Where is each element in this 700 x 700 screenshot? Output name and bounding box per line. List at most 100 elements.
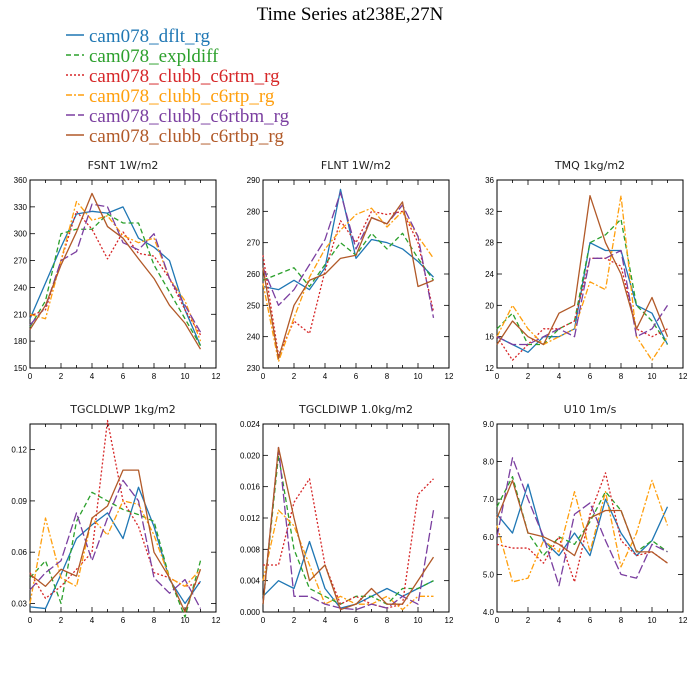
panel-title: FSNT 1W/m2 xyxy=(88,159,159,172)
panel-title: TMQ 1kg/m2 xyxy=(554,159,625,172)
y-tick-label: 32 xyxy=(485,207,494,216)
series-line xyxy=(29,192,202,350)
legend-label: cam078_dflt_rg xyxy=(89,26,211,47)
series-line xyxy=(262,454,434,605)
y-tick-label: 0.004 xyxy=(240,577,261,586)
series-line xyxy=(29,491,202,618)
series-line xyxy=(496,257,668,361)
x-tick-label: 0 xyxy=(495,372,500,381)
series-line xyxy=(29,500,201,604)
y-tick-label: 6.0 xyxy=(483,533,495,542)
x-tick-label: 2 xyxy=(59,372,64,381)
x-tick-label: 2 xyxy=(292,616,297,625)
x-tick-label: 4 xyxy=(557,372,562,381)
series-line xyxy=(29,206,202,346)
x-tick-label: 6 xyxy=(121,616,126,625)
series-line xyxy=(262,188,434,291)
y-tick-label: 260 xyxy=(247,270,261,279)
figure-title: Time Series at238E,27N xyxy=(257,4,444,25)
x-tick-label: 6 xyxy=(588,372,593,381)
legend-entry: cam078_expldiff xyxy=(66,46,219,67)
x-tick-label: 8 xyxy=(385,616,390,625)
y-tick-label: 0.016 xyxy=(240,483,261,492)
x-tick-label: 8 xyxy=(152,616,157,625)
y-tick-label: 180 xyxy=(14,337,28,346)
y-tick-label: 270 xyxy=(247,239,261,248)
legend-label: cam078_clubb_c6rtp_rg xyxy=(89,86,275,107)
y-tick-label: 0.06 xyxy=(11,548,27,557)
x-tick-label: 2 xyxy=(292,372,297,381)
legend-entry: cam078_clubb_c6rtbp_rg xyxy=(66,126,284,147)
x-tick-label: 4 xyxy=(90,372,95,381)
panel-title: TGCLDLWP 1kg/m2 xyxy=(69,403,175,416)
x-tick-label: 10 xyxy=(648,372,657,381)
legend: cam078_dflt_rgcam078_expldiffcam078_club… xyxy=(66,26,290,147)
x-tick-label: 2 xyxy=(526,372,531,381)
panel-title: FLNT 1W/m2 xyxy=(321,159,391,172)
y-tick-label: 12 xyxy=(485,364,494,373)
x-tick-label: 8 xyxy=(385,372,390,381)
x-tick-label: 0 xyxy=(495,616,500,625)
series-line xyxy=(496,472,668,583)
chart-panel: TGCLDIWP 1.0kg/m2 0 2 4 6 8 10 12 0.000 0.004 0.00… xyxy=(240,403,454,625)
series-line xyxy=(496,249,669,346)
y-tick-label: 5.0 xyxy=(483,570,495,579)
series-line xyxy=(496,218,669,346)
legend-entry: cam078_clubb_c6rtm_rg xyxy=(66,66,280,87)
x-tick-label: 6 xyxy=(588,616,593,625)
legend-entry: cam078_dflt_rg xyxy=(66,26,211,47)
series-line xyxy=(29,200,202,342)
series-line xyxy=(29,469,202,613)
x-tick-label: 8 xyxy=(619,372,624,381)
legend-entry: cam078_clubb_c6rtbm_rg xyxy=(66,106,290,127)
x-tick-label: 10 xyxy=(181,616,190,625)
y-tick-label: 240 xyxy=(14,283,28,292)
series-line xyxy=(29,203,202,333)
panels: FSNT 1W/m20 2 4 6 8 10 12150180210240270300330… xyxy=(11,159,688,625)
x-tick-label: 4 xyxy=(90,616,95,625)
y-tick-label: 4.0 xyxy=(483,608,495,617)
y-tick-label: 0.12 xyxy=(11,446,27,455)
y-tick-label: 240 xyxy=(247,333,261,342)
x-tick-label: 4 xyxy=(323,372,328,381)
series-line xyxy=(262,191,435,318)
y-tick-label: 20 xyxy=(485,301,494,310)
x-tick-label: 0 xyxy=(28,372,33,381)
x-tick-label: 0 xyxy=(28,616,33,625)
y-tick-label: 28 xyxy=(485,239,494,248)
series-line xyxy=(496,457,668,587)
chart-panel: U10 1m/s 0 2 4 6 8 10 12 4.0 5.0 6.0 7.0 8.0 9.0 xyxy=(483,403,688,625)
series-line xyxy=(496,483,669,557)
legend-label: cam078_clubb_c6rtbm_rg xyxy=(89,106,290,127)
chart-panel: FLNT 1W/m2 0 2 4 6 8 10 12 230 240 250 260 270 280 290 xyxy=(247,159,454,381)
x-tick-label: 0 xyxy=(261,616,266,625)
y-tick-label: 0.012 xyxy=(240,514,261,523)
x-tick-label: 12 xyxy=(445,616,454,625)
series-line xyxy=(496,195,669,346)
y-tick-label: 210 xyxy=(14,310,28,319)
plot-frame xyxy=(29,423,217,613)
x-tick-label: 10 xyxy=(414,616,423,625)
x-tick-label: 10 xyxy=(414,372,423,381)
x-tick-label: 2 xyxy=(59,616,64,625)
y-tick-label: 0.024 xyxy=(240,420,261,429)
y-tick-label: 150 xyxy=(14,364,28,373)
y-tick-label: 330 xyxy=(14,203,28,212)
legend-label: cam078_clubb_c6rtm_rg xyxy=(89,66,280,87)
series-line xyxy=(496,479,668,564)
x-tick-label: 6 xyxy=(354,372,359,381)
series-line xyxy=(262,446,435,611)
plot-frame xyxy=(262,179,450,369)
legend-label: cam078_clubb_c6rtbp_rg xyxy=(89,126,284,147)
y-tick-label: 0.008 xyxy=(240,545,261,554)
series-line xyxy=(496,195,669,361)
x-tick-label: 4 xyxy=(323,616,328,625)
series-line xyxy=(29,213,202,346)
y-tick-label: 290 xyxy=(247,176,261,185)
x-tick-label: 12 xyxy=(445,372,454,381)
y-tick-label: 36 xyxy=(485,176,494,185)
x-tick-label: 0 xyxy=(261,372,266,381)
panel-title: TGCLDIWP 1.0kg/m2 xyxy=(298,403,413,416)
